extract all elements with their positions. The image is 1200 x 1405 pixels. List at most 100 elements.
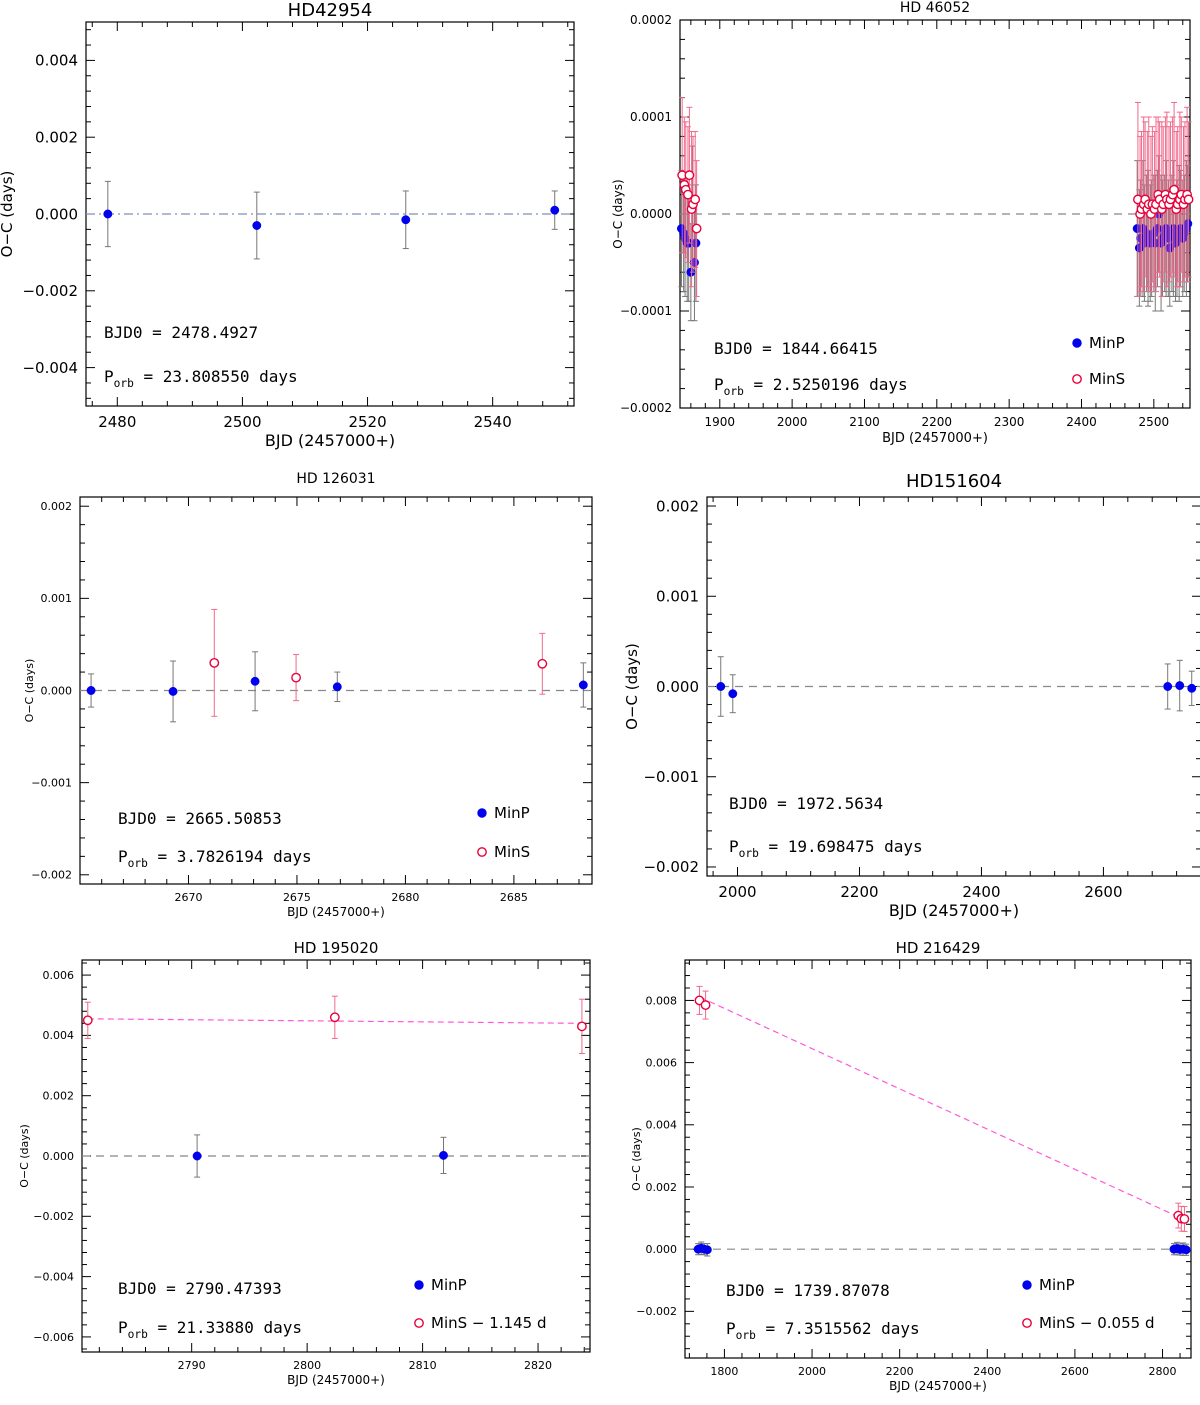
legend-label-minp: MinP [431,1276,467,1294]
data-point-mins [1169,184,1179,195]
bjd0-annotation: BJD0 = 2790.47393 [118,1279,282,1298]
chart-panel-3: HD 126031 2670 2675 2680 2685 −0.002 −0.001 0.0… [23,471,593,919]
legend-marker-mins [414,1318,424,1328]
x-tick-label: 2670 [174,891,202,904]
chart-title: HD 46052 [900,0,970,16]
series-minp [103,180,560,260]
chart-title: HD 126031 [296,471,375,487]
y-tick-label: −0.004 [33,1270,74,1283]
data-point-minp [550,205,560,215]
x-tick-label: 2480 [98,413,136,431]
y-tick-label: 0.002 [43,1090,75,1103]
y-tick-label: 0.002 [646,1181,678,1194]
data-point-minp [252,221,262,230]
legend-marker-mins [1022,1318,1032,1328]
data-point-mins [577,1021,587,1032]
bjd0-annotation: BJD0 = 1972.5634 [729,794,883,813]
bjd0-annotation: BJD0 = 2478.4927 [104,323,258,342]
y-tick-label: 0.006 [646,1056,678,1069]
series-minp [192,1134,448,1178]
data-point-mins [684,170,695,181]
x-tick-label: 2685 [500,891,528,904]
y-tick-label: 0.001 [41,592,73,605]
legend-label-mins: MinS − 1.145 d [431,1314,546,1332]
y-axis-label: O−C (days) [0,171,16,258]
data-point-mins [209,657,220,668]
porb-annotation: Porb = 7.3515562 days [726,1319,920,1342]
legend-marker-minp [1022,1280,1032,1290]
legend: MinP MinS − 0.055 d [1022,1276,1154,1332]
data-point-mins [1179,1214,1190,1224]
y-tick-label: 0.008 [646,994,678,1007]
data-point-mins [700,1000,711,1010]
y-axis-label: O−C (days) [623,643,641,730]
x-tick-label: 2820 [524,1359,552,1372]
x-tick-label: 2000 [718,883,756,901]
y-axis-label: O−C (days) [611,179,625,248]
y-tick-label: 0.004 [43,1029,75,1042]
legend: MinP MinS − 1.145 d [414,1276,546,1332]
data-point-minp [401,215,411,225]
series-minp [676,145,1193,322]
data-point-minp [716,682,726,691]
data-point-mins [291,672,301,683]
chart-title: HD 195020 [294,939,379,957]
y-tick-label: 0.000 [35,205,78,223]
data-point-minp [192,1151,202,1161]
x-tick-label: 2600 [1084,883,1122,901]
chart-panel-5: HD 195020 2790 2800 2810 2820 −0.006 −0.004 −0.… [18,939,591,1387]
series-mins [677,97,1194,297]
legend-marker-mins [1072,374,1082,384]
legend-marker-minp [477,808,487,818]
y-tick-label: −0.004 [22,359,78,377]
data-point-minp [578,680,588,690]
data-point-mins [683,189,693,200]
x-tick-label: 2810 [409,1359,437,1372]
plot-frame [684,959,1192,1359]
chart-panel-1: HD42954 2480 2500 2520 2540 −0.004 −0.002 0.000… [0,0,575,450]
x-tick-label: 2400 [973,1365,1001,1378]
y-tick-label: 0.0000 [630,207,672,221]
x-tick-label: 2000 [777,415,808,429]
x-tick-label: 2800 [293,1359,321,1372]
x-axis-label: BJD (2457000+) [882,431,988,446]
data-point-mins [1183,194,1194,205]
y-tick-label: 0.000 [43,1150,75,1163]
x-tick-label: 2600 [1061,1365,1089,1378]
x-axis-label: BJD (2457000+) [889,901,1019,920]
y-tick-label: 0.004 [35,52,78,70]
bjd0-annotation: BJD0 = 1844.66415 [714,339,878,358]
y-tick-label: 0.002 [35,128,78,146]
series-mins [82,995,587,1054]
bjd0-annotation: BJD0 = 1739.87078 [726,1281,890,1300]
data-point-mins [82,1015,93,1026]
legend-label-minp: MinP [494,804,530,822]
y-tick-label: 0.0002 [630,13,672,27]
x-axis-label: BJD (2457000+) [889,1379,987,1393]
y-tick-label: 0.0001 [630,110,672,124]
series-mins [694,985,1190,1232]
porb-annotation: Porb = 23.808550 days [104,367,298,390]
porb-annotation: Porb = 19.698475 days [729,837,923,860]
porb-annotation: Porb = 3.7826194 days [118,847,312,870]
y-tick-label: −0.002 [31,869,72,882]
y-axis-label: O−C (days) [18,1124,31,1188]
data-point-minp [103,209,113,219]
x-axis-label: BJD (2457000+) [265,431,395,450]
chart-title: HD 216429 [896,939,981,957]
series-minp [716,656,1197,717]
x-tick-label: 2800 [1149,1365,1177,1378]
x-axis-label: BJD (2457000+) [287,905,385,919]
y-tick-label: 0.000 [656,678,699,696]
x-tick-label: 2500 [223,413,261,431]
bjd0-annotation: BJD0 = 2665.50853 [118,809,282,828]
legend-label-mins: MinS [494,843,530,861]
y-tick-label: −0.002 [33,1210,74,1223]
y-tick-label: 0.001 [656,588,699,606]
x-tick-label: 2500 [1139,415,1170,429]
legend-label-minp: MinP [1089,334,1125,352]
x-tick-label: 2200 [922,415,953,429]
chart-panel-6: HD 216429 1800 2000 2200 2400 2600 2800 −0.002 0… [630,939,1192,1393]
fit-line [700,996,1185,1221]
